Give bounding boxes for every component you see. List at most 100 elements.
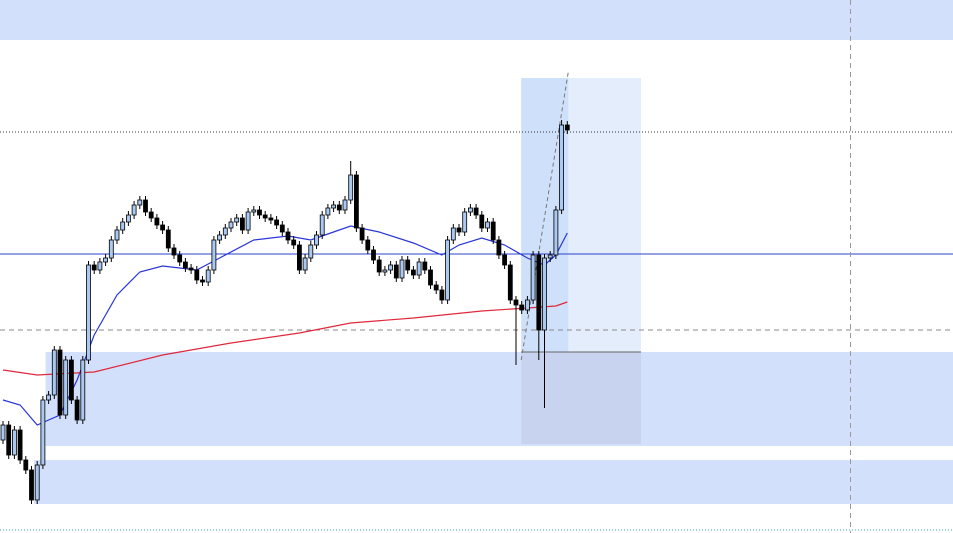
candle-body	[365, 239, 371, 251]
candle-body	[371, 249, 376, 261]
candle-body	[428, 269, 433, 286]
candle-body	[182, 261, 188, 269]
candle-body	[376, 259, 382, 273]
position-stop	[521, 352, 641, 444]
candle-body	[108, 239, 114, 259]
candle-body	[456, 227, 462, 233]
candle-body	[257, 209, 262, 216]
candle-body	[6, 424, 12, 456]
zone	[34, 460, 953, 504]
candle-body	[473, 207, 479, 216]
candle-body	[399, 259, 405, 279]
candle-body	[91, 264, 97, 271]
candle-body	[171, 247, 177, 256]
candle-body	[63, 359, 69, 416]
candle-body	[46, 394, 51, 401]
candle-body	[342, 199, 348, 211]
candle-body	[126, 214, 131, 223]
candle-body	[325, 207, 331, 216]
candle-body	[57, 349, 63, 416]
candle-body	[120, 221, 126, 231]
candle-body	[137, 199, 143, 206]
candle-body	[388, 264, 394, 271]
candle-body	[525, 299, 530, 311]
candle-body	[507, 264, 513, 301]
candle-body	[530, 254, 536, 301]
candle-body	[188, 267, 194, 271]
candle-body	[422, 261, 428, 271]
candle-body	[239, 217, 245, 231]
candle-body	[160, 224, 166, 231]
candle-body	[228, 221, 234, 229]
candle-body	[154, 217, 160, 226]
candle-body	[97, 261, 103, 271]
candle-body	[217, 234, 223, 241]
candle-body	[513, 299, 519, 306]
candle-body	[23, 459, 29, 471]
candle-body	[268, 217, 274, 221]
candle-body	[382, 269, 388, 273]
candle-body	[496, 239, 502, 256]
candle-body	[285, 231, 291, 241]
candle-body	[131, 204, 137, 216]
candle-body	[519, 304, 525, 311]
candle-body	[279, 224, 285, 233]
candle-body	[11, 429, 17, 456]
candle-body	[348, 174, 354, 201]
candle-body	[34, 464, 40, 501]
candle-body	[416, 261, 422, 276]
candle-body	[302, 257, 308, 271]
candle-body	[331, 204, 337, 209]
candle-body	[553, 209, 559, 256]
candle-body	[86, 264, 91, 361]
candle-body	[148, 211, 154, 219]
candle-body	[262, 214, 268, 219]
candle-body	[490, 221, 496, 241]
candle-body	[336, 204, 342, 211]
candle-body	[234, 217, 240, 223]
candle-body	[29, 469, 34, 501]
candle-body	[51, 349, 57, 396]
candle-body	[353, 174, 359, 229]
candle-body	[165, 229, 171, 249]
zone	[0, 0, 953, 40]
candle-body	[74, 399, 80, 421]
candle-body	[251, 209, 257, 213]
candle-body	[17, 429, 23, 461]
candle-body	[274, 219, 280, 226]
candle-body	[80, 359, 86, 421]
candle-body	[502, 254, 508, 266]
candle-body	[433, 284, 439, 291]
candle-body	[393, 264, 399, 279]
candle-body	[69, 359, 74, 401]
candle-body	[114, 229, 120, 241]
candle-body	[450, 227, 456, 241]
candle-body	[211, 239, 217, 271]
candle-body	[205, 269, 211, 283]
candle-body	[291, 239, 297, 246]
candle-body	[319, 214, 325, 236]
candle-body	[547, 254, 553, 259]
candle-body	[296, 244, 302, 271]
candle-body	[103, 257, 108, 263]
candle-body	[314, 234, 319, 246]
candle-body	[222, 227, 228, 236]
candle-body	[564, 124, 570, 131]
candle-body	[200, 279, 205, 283]
zone	[45, 352, 953, 446]
candle-body	[0, 424, 6, 441]
candle-body	[479, 214, 485, 229]
candle-body	[467, 207, 473, 213]
candle-body	[405, 259, 411, 271]
candle-body	[542, 257, 547, 331]
candle-body	[245, 211, 251, 231]
candle-body	[439, 289, 445, 301]
candle-body	[308, 244, 314, 259]
candle-body	[536, 254, 542, 331]
candle-body	[40, 399, 46, 466]
candle-body	[462, 211, 468, 233]
candle-body	[177, 254, 183, 263]
candle-body	[143, 199, 148, 213]
